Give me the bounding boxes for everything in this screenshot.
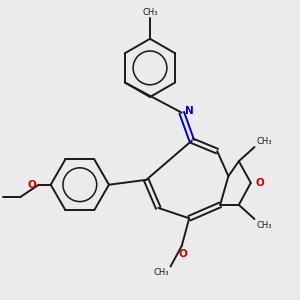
Text: CH₃: CH₃ [154, 268, 170, 277]
Text: CH₃: CH₃ [142, 8, 158, 17]
Text: CH₃: CH₃ [256, 136, 272, 146]
Text: CH₃: CH₃ [256, 220, 272, 230]
Text: O: O [255, 178, 264, 188]
Text: O: O [178, 248, 187, 259]
Text: N: N [185, 106, 194, 116]
Text: O: O [28, 180, 37, 190]
